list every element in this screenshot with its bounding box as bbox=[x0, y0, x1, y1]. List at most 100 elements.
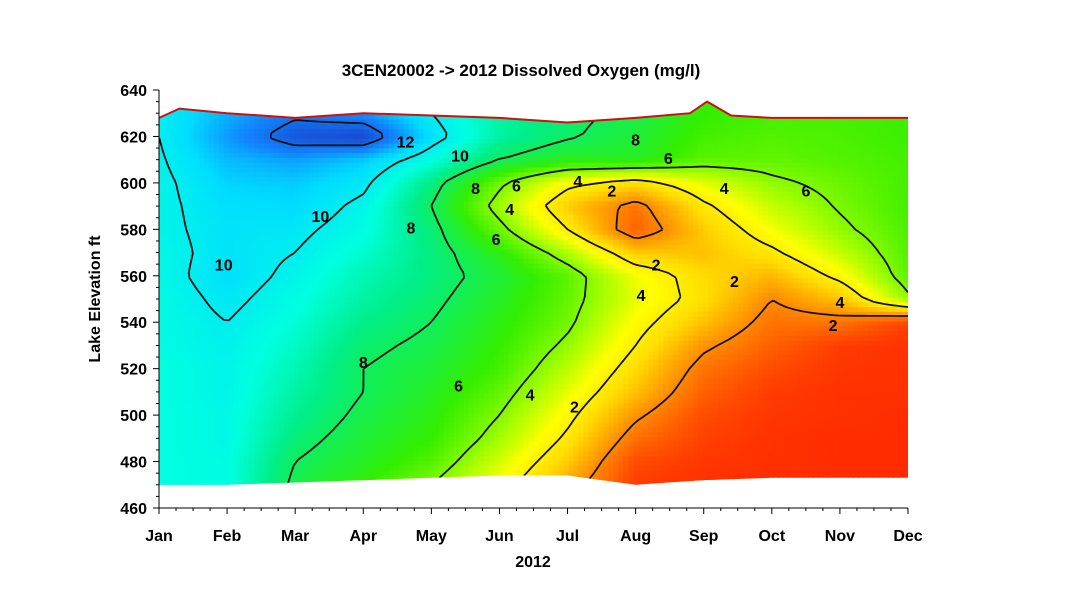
heatmap-cell bbox=[788, 489, 794, 494]
heatmap-cell bbox=[173, 484, 180, 485]
heatmap-cell bbox=[298, 359, 305, 365]
heatmap-cell bbox=[283, 340, 290, 346]
heatmap-cell bbox=[803, 465, 809, 471]
heatmap-cell bbox=[868, 378, 874, 385]
heatmap-cell bbox=[498, 364, 505, 370]
heatmap-cell bbox=[423, 465, 430, 471]
heatmap-cell bbox=[498, 373, 505, 380]
heatmap-cell bbox=[818, 436, 824, 442]
heatmap-cell bbox=[563, 441, 570, 447]
heatmap-cell bbox=[383, 393, 390, 399]
heatmap-cell bbox=[233, 465, 240, 471]
heatmap-cell bbox=[313, 417, 320, 423]
heatmap-cell bbox=[183, 455, 190, 461]
heatmap-cell bbox=[773, 364, 779, 370]
heatmap-cell bbox=[563, 450, 570, 457]
heatmap-cell bbox=[658, 369, 664, 375]
heatmap-cell bbox=[213, 460, 220, 466]
heatmap-cell bbox=[533, 354, 540, 360]
heatmap-cell bbox=[823, 460, 829, 466]
heatmap-cell bbox=[808, 412, 814, 418]
heatmap-cell bbox=[783, 445, 789, 452]
heatmap-cell bbox=[618, 441, 624, 447]
heatmap-cell bbox=[748, 455, 754, 461]
heatmap-cell bbox=[868, 388, 874, 394]
heatmap-cell bbox=[718, 344, 724, 351]
heatmap-cell bbox=[653, 373, 659, 380]
heatmap-cell bbox=[193, 349, 200, 356]
heatmap-cell bbox=[443, 465, 450, 471]
heatmap-cell bbox=[773, 426, 779, 433]
heatmap-cell bbox=[173, 450, 180, 457]
heatmap-cell bbox=[268, 378, 275, 385]
heatmap-cell bbox=[538, 402, 545, 409]
heatmap-cell bbox=[198, 450, 205, 457]
heatmap-cell bbox=[363, 436, 370, 442]
heatmap-cell bbox=[418, 364, 425, 370]
heatmap-cell bbox=[198, 359, 205, 365]
heatmap-cell bbox=[813, 421, 819, 428]
heatmap-cell bbox=[193, 344, 200, 351]
heatmap-cell bbox=[373, 465, 380, 471]
heatmap-cell bbox=[623, 455, 629, 461]
heatmap-cell bbox=[488, 369, 495, 375]
heatmap-cell bbox=[363, 349, 370, 356]
heatmap-cell bbox=[788, 354, 794, 360]
heatmap-cell bbox=[523, 335, 530, 341]
heatmap-cell bbox=[223, 455, 230, 461]
heatmap-cell bbox=[843, 470, 849, 476]
heatmap-cell bbox=[423, 470, 430, 476]
heatmap-cell bbox=[778, 354, 784, 360]
heatmap-cell bbox=[698, 484, 704, 485]
heatmap-cell bbox=[658, 426, 664, 433]
heatmap-cell bbox=[328, 441, 335, 447]
heatmap-cell bbox=[838, 364, 844, 370]
heatmap-cell bbox=[833, 407, 839, 413]
heatmap-cell bbox=[288, 369, 295, 375]
heatmap-cell bbox=[268, 359, 275, 365]
heatmap-cell bbox=[753, 455, 759, 461]
heatmap-cell bbox=[833, 383, 839, 389]
heatmap-cell bbox=[718, 455, 724, 461]
heatmap-cell bbox=[493, 479, 500, 485]
heatmap-cell bbox=[168, 402, 175, 409]
heatmap-cell bbox=[748, 465, 754, 471]
heatmap-cell bbox=[188, 412, 195, 418]
heatmap-cell bbox=[718, 369, 724, 375]
heatmap-cell bbox=[578, 484, 585, 485]
heatmap-cell bbox=[493, 474, 500, 481]
heatmap-cell bbox=[213, 364, 220, 370]
heatmap-cell bbox=[723, 402, 729, 409]
heatmap-cell bbox=[293, 393, 300, 399]
heatmap-cell bbox=[518, 349, 525, 356]
heatmap-cell bbox=[643, 441, 649, 447]
heatmap-cell bbox=[758, 393, 764, 399]
heatmap-cell bbox=[423, 383, 430, 389]
heatmap-cell bbox=[308, 393, 315, 399]
heatmap-cell bbox=[903, 470, 908, 476]
heatmap-cell bbox=[458, 474, 465, 481]
heatmap-cell bbox=[593, 364, 600, 370]
heatmap-cell bbox=[628, 344, 634, 351]
heatmap-cell bbox=[478, 455, 485, 461]
heatmap-cell bbox=[553, 369, 560, 375]
heatmap-cell bbox=[243, 349, 250, 356]
heatmap-cell bbox=[658, 397, 664, 404]
heatmap-cell bbox=[203, 441, 210, 447]
heatmap-cell bbox=[713, 378, 719, 385]
heatmap-cell bbox=[738, 359, 744, 365]
heatmap-cell bbox=[638, 349, 644, 356]
heatmap-cell bbox=[833, 388, 839, 394]
heatmap-cell bbox=[888, 335, 894, 341]
heatmap-cell bbox=[663, 417, 669, 423]
heatmap-cell bbox=[323, 412, 330, 418]
heatmap-cell bbox=[248, 436, 255, 442]
heatmap-cell bbox=[673, 441, 679, 447]
heatmap-cell bbox=[853, 441, 859, 447]
heatmap-cell bbox=[348, 460, 355, 466]
heatmap-cell bbox=[868, 460, 874, 466]
heatmap-cell bbox=[253, 330, 260, 336]
heatmap-cell bbox=[768, 431, 774, 437]
heatmap-cell bbox=[568, 335, 575, 341]
heatmap-cell bbox=[238, 474, 245, 481]
